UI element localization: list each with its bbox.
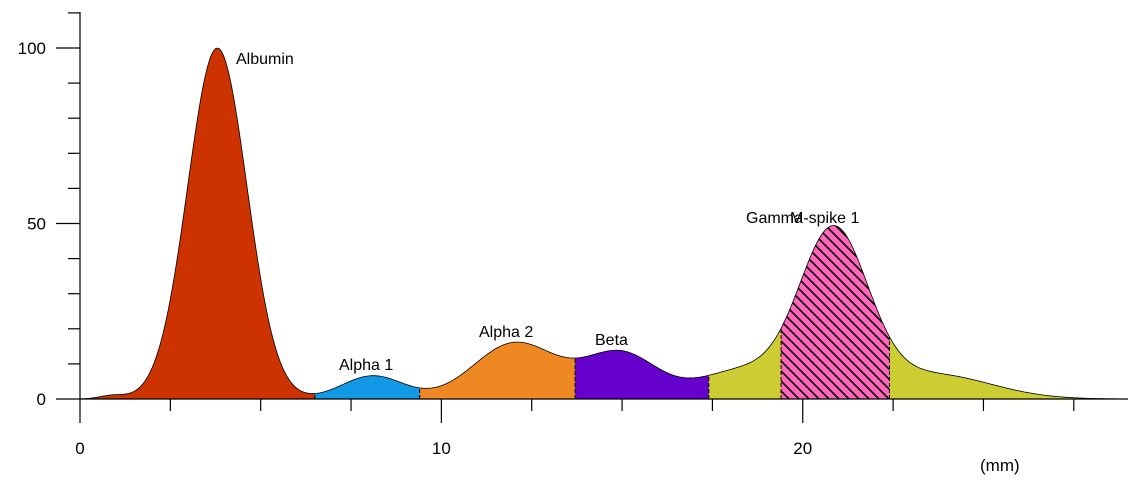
area-alpha-1 (314, 375, 420, 399)
y-tick-label-100: 100 (18, 39, 46, 58)
label-alpha2: Alpha 2 (479, 324, 533, 341)
y-tick-label-50: 50 (27, 215, 46, 234)
label-gamma: Gamma (746, 210, 803, 227)
label-beta: Beta (595, 332, 628, 349)
label-albumin: Albumin (236, 51, 294, 68)
y-ticks: 0 50 100 (18, 12, 80, 409)
x-ticks: 0 10 20 (75, 399, 1075, 458)
x-axis-unit-label: (mm) (980, 456, 1020, 475)
label-mspike: M-spike 1 (790, 210, 859, 227)
area-alpha-2 (419, 342, 576, 399)
fraction-areas (80, 48, 1128, 399)
y-tick-label-0: 0 (37, 390, 46, 409)
area-gamma (708, 225, 1128, 399)
axes (79, 12, 1128, 400)
area-beta (575, 350, 709, 399)
x-tick-label-20: 20 (793, 439, 812, 458)
density-curve (79, 47, 1129, 400)
x-tick-label-10: 10 (432, 439, 451, 458)
peak-labels: Albumin Alpha 1 Alpha 2 Beta Gamma M-spi… (236, 51, 859, 374)
label-alpha1: Alpha 1 (339, 357, 393, 374)
area-albumin (80, 48, 315, 399)
fraction-dividers (314, 328, 890, 399)
x-tick-label-0: 0 (75, 439, 84, 458)
hatch-gamma-m-spike-1 (781, 225, 890, 399)
